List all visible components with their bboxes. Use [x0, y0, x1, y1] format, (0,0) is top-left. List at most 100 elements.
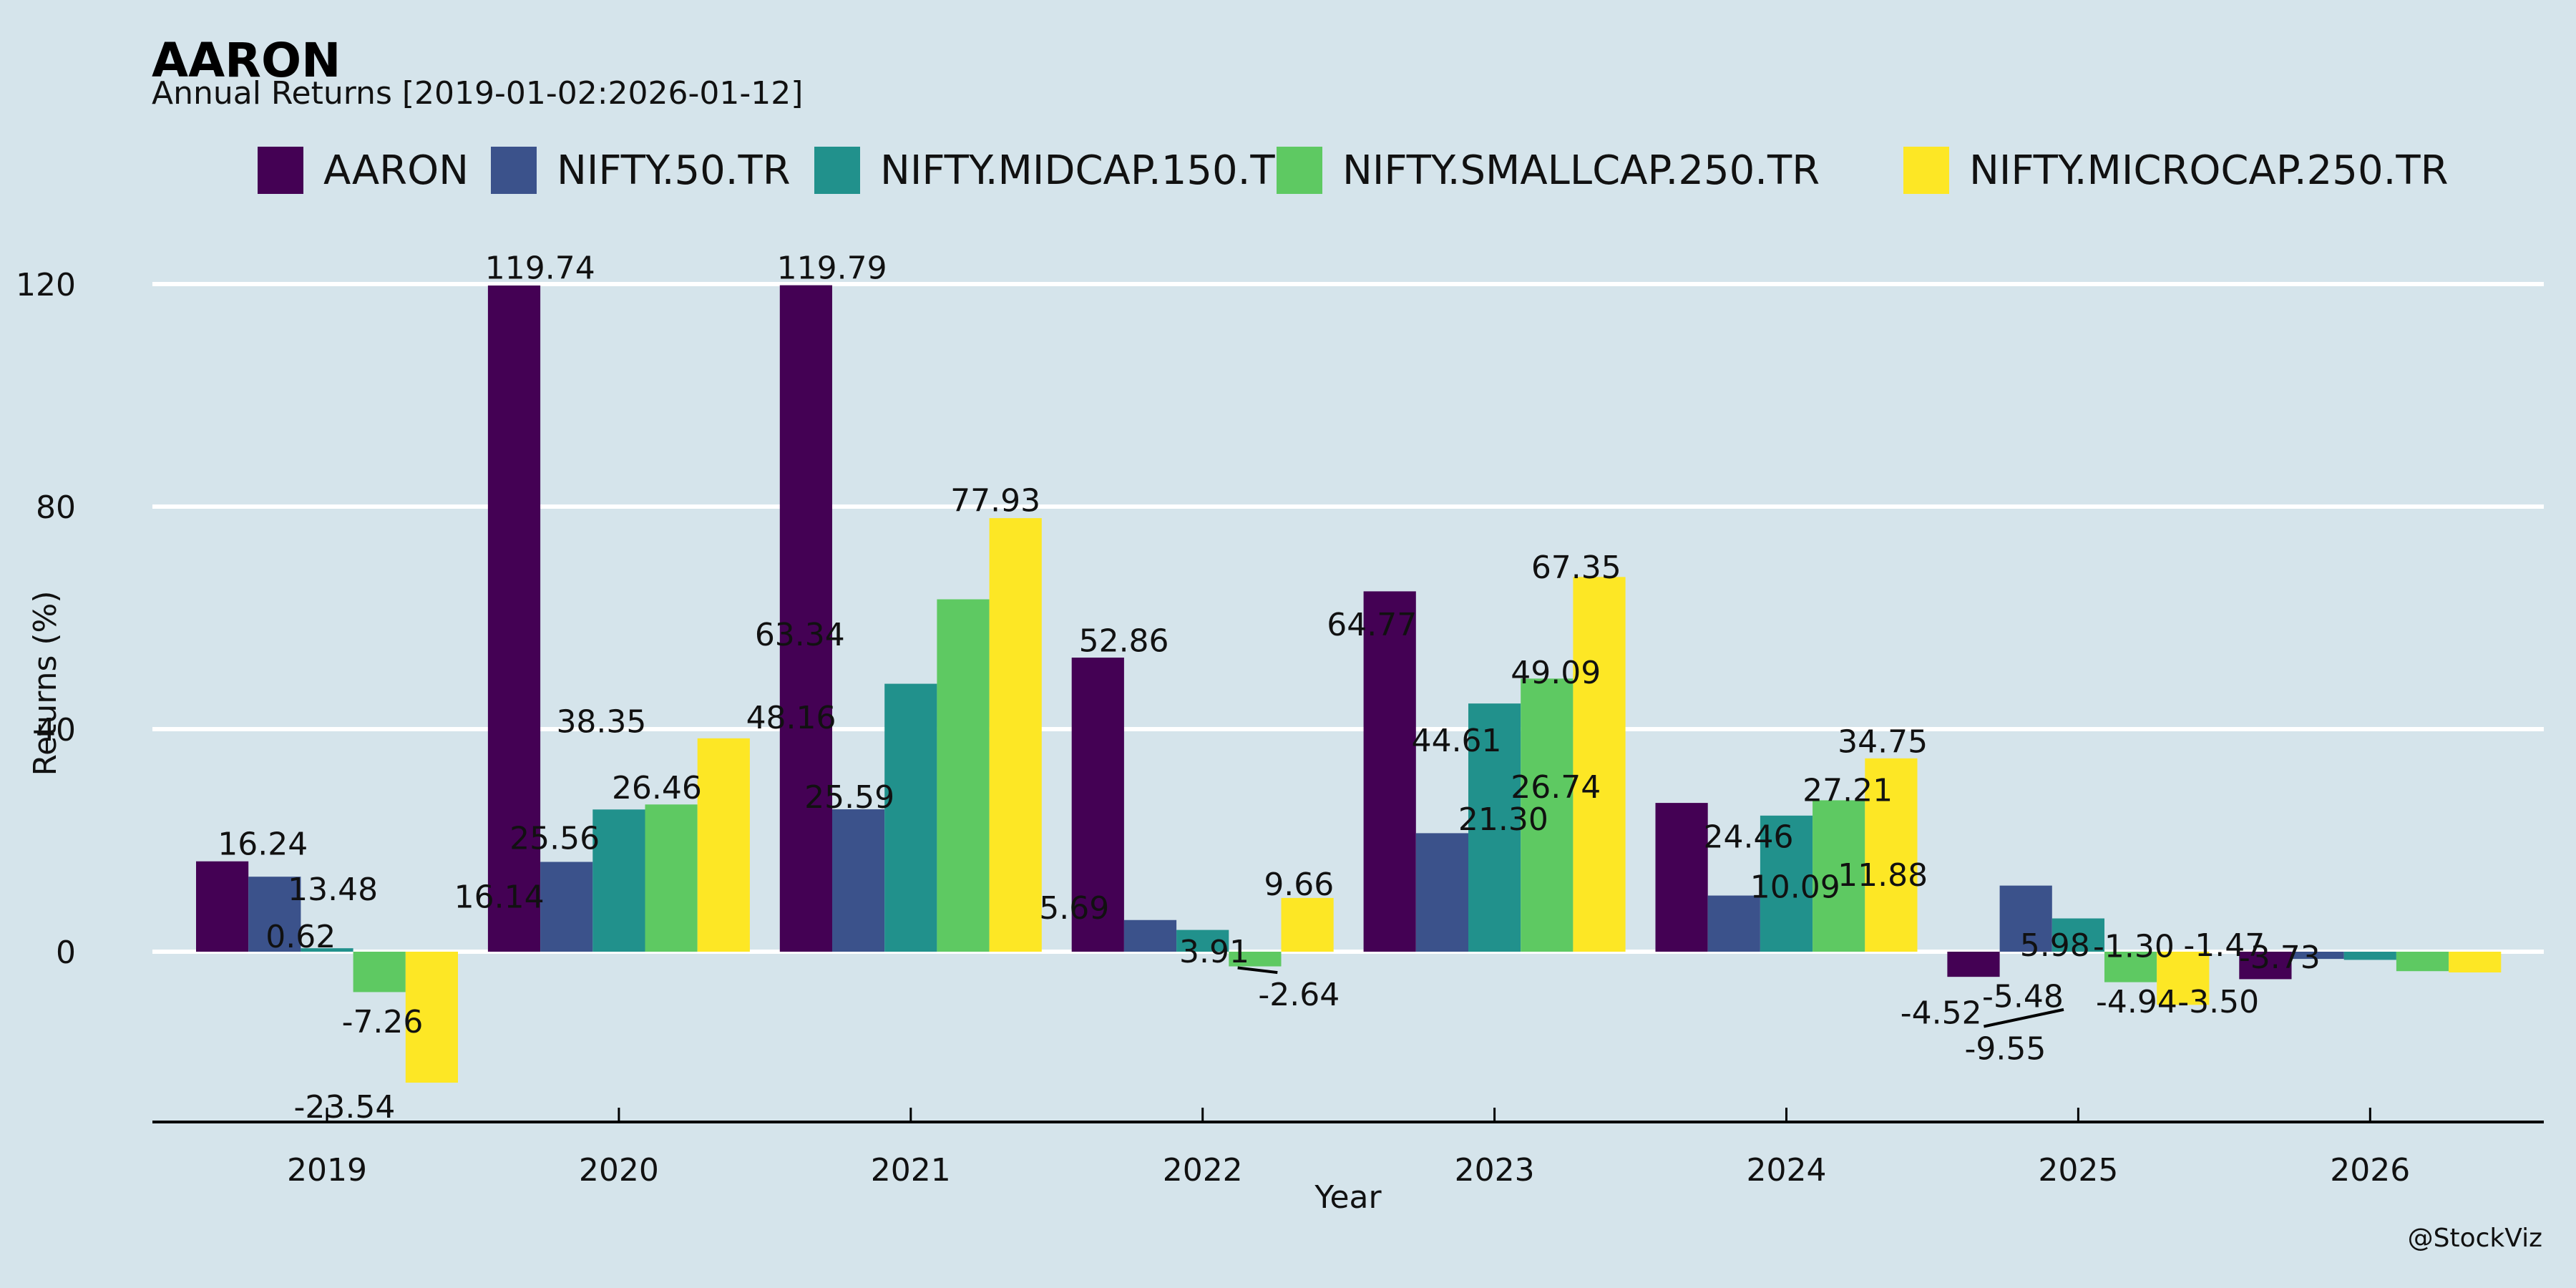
- data-label: 25.56: [509, 821, 600, 857]
- data-label: 11.88: [1838, 857, 1928, 894]
- bar-nifty-smallcap-250-tr-2024: [1813, 800, 1865, 952]
- data-label: -1.47: [2183, 927, 2265, 964]
- data-label: -1.30: [2093, 928, 2175, 965]
- credit-text: @StockViz: [2408, 1224, 2542, 1253]
- data-label: 34.75: [1838, 723, 1928, 760]
- bar-nifty-midcap-150-tr-2022: [1176, 930, 1229, 952]
- bar-aaron-2026: [2239, 952, 2292, 980]
- data-label: 13.48: [288, 872, 378, 908]
- bar-nifty-midcap-150-tr-2020: [592, 809, 645, 952]
- bar-nifty-microcap-250-tr-2025: [2157, 952, 2210, 1005]
- legend-label-nifty-midcap-150-tr: NIFTY.MIDCAP.150.TR: [880, 147, 1303, 194]
- legend-label-nifty-smallcap-250-tr: NIFTY.SMALLCAP.250.TR: [1342, 147, 1820, 194]
- data-label: -3.50: [2177, 984, 2259, 1020]
- y-axis-ticks: 0 40 80 120: [16, 267, 76, 971]
- bar-nifty-midcap-150-tr-2024: [1760, 815, 1813, 952]
- bar-nifty-smallcap-250-tr-2023: [1521, 678, 1574, 952]
- data-label: -5.48: [1982, 978, 2064, 1015]
- data-label: 48.16: [746, 700, 836, 736]
- bar-nifty-midcap-150-tr-2021: [884, 683, 937, 952]
- x-tick-label: 2026: [2330, 1152, 2410, 1189]
- data-label: 26.46: [612, 770, 702, 806]
- legend-swatch-aaron: [258, 147, 303, 194]
- data-label: 0.62: [265, 919, 336, 955]
- data-label: 38.35: [556, 703, 646, 740]
- bar-aaron-2025: [1947, 952, 2000, 977]
- data-label: 119.74: [485, 250, 595, 287]
- x-axis: 2019 2020 2021 2022 2023 2024 2025 2026: [152, 1108, 2544, 1189]
- label-leader-line: [1984, 1008, 2064, 1028]
- bar-nifty-50-tr-2019: [248, 877, 301, 952]
- data-label: 44.61: [1412, 723, 1502, 759]
- data-label: 16.14: [454, 879, 545, 915]
- data-label: 119.79: [777, 250, 887, 287]
- bar-nifty-microcap-250-tr-2021: [989, 518, 1042, 952]
- bar-nifty-50-tr-2020: [540, 862, 593, 952]
- legend-swatch-nifty-microcap-250-tr: [1903, 147, 1949, 194]
- data-label: 21.30: [1458, 801, 1548, 838]
- x-tick-label: 2025: [2038, 1152, 2118, 1189]
- bar-aaron-2024: [1655, 803, 1708, 952]
- y-tick-label: 40: [36, 712, 76, 748]
- bar-nifty-microcap-250-tr-2026: [2449, 952, 2502, 973]
- bars: [196, 285, 2502, 1083]
- bar-aaron-2022: [1071, 658, 1124, 952]
- bar-nifty-midcap-150-tr-2023: [1468, 703, 1521, 952]
- data-label: 27.21: [1802, 773, 1893, 809]
- data-label: 16.24: [218, 826, 308, 862]
- y-tick-label: 80: [36, 489, 76, 526]
- bar-nifty-microcap-250-tr-2019: [405, 952, 458, 1083]
- bar-nifty-50-tr-2023: [1415, 833, 1468, 952]
- x-tick-label: 2020: [579, 1152, 659, 1189]
- bar-nifty-smallcap-250-tr-2025: [2104, 952, 2157, 982]
- legend-label-nifty-50-tr: NIFTY.50.TR: [557, 147, 791, 194]
- bar-nifty-50-tr-2026: [2291, 952, 2344, 960]
- bar-aaron-2023: [1363, 591, 1416, 952]
- y-axis-label: Returns (%): [27, 590, 64, 776]
- bar-nifty-microcap-250-tr-2023: [1573, 577, 1626, 952]
- bar-nifty-smallcap-250-tr-2026: [2396, 952, 2449, 972]
- bar-nifty-smallcap-250-tr-2022: [1229, 952, 1282, 967]
- data-label: -9.55: [1964, 1031, 2046, 1068]
- bar-nifty-midcap-150-tr-2026: [2343, 952, 2396, 960]
- data-label: 26.74: [1511, 769, 1601, 806]
- x-tick-label: 2024: [1747, 1152, 1827, 1189]
- data-label: 5.98: [2020, 927, 2090, 964]
- legend-swatch-nifty-50-tr: [491, 147, 537, 194]
- legend-swatch-nifty-midcap-150-tr: [814, 147, 860, 194]
- legend-swatch-nifty-smallcap-250-tr: [1277, 147, 1322, 194]
- bar-nifty-smallcap-250-tr-2021: [937, 599, 990, 952]
- chart-subtitle: Annual Returns [2019-01-02:2026-01-12]: [152, 75, 803, 112]
- data-label: 63.34: [755, 617, 845, 653]
- bar-nifty-50-tr-2025: [1999, 885, 2052, 952]
- data-label: -4.52: [1901, 995, 1982, 1032]
- x-tick-label: 2023: [1455, 1152, 1535, 1189]
- bar-nifty-smallcap-250-tr-2020: [645, 804, 698, 952]
- data-label: -7.26: [342, 1004, 424, 1040]
- bar-nifty-50-tr-2021: [832, 809, 885, 952]
- x-tick-label: 2019: [287, 1152, 367, 1189]
- data-label: 77.93: [950, 483, 1040, 519]
- data-label: 3.91: [1179, 934, 1249, 970]
- data-label: 67.35: [1531, 550, 1621, 586]
- data-label: 49.09: [1511, 655, 1601, 691]
- bar-nifty-microcap-250-tr-2024: [1865, 758, 1918, 952]
- data-label: 24.46: [1703, 819, 1793, 855]
- bar-nifty-midcap-150-tr-2019: [301, 948, 353, 952]
- bar-nifty-microcap-250-tr-2022: [1281, 897, 1334, 952]
- bar-nifty-midcap-150-tr-2025: [2051, 918, 2104, 952]
- data-label: 10.09: [1750, 869, 1840, 905]
- legend-label-aaron: AARON: [323, 147, 469, 194]
- bar-nifty-50-tr-2022: [1123, 919, 1177, 952]
- bar-nifty-smallcap-250-tr-2019: [353, 952, 406, 992]
- data-label: 5.69: [1039, 890, 1109, 927]
- x-axis-label: Year: [1314, 1179, 1382, 1216]
- data-labels: 16.24 13.48 0.62 -7.26 -23.54 119.74 16.14 25.5…: [218, 250, 2321, 1126]
- bar-aaron-2020: [487, 286, 541, 952]
- bar-aaron-2021: [779, 285, 832, 952]
- data-label: 52.86: [1079, 623, 1169, 660]
- data-label: -3.73: [2239, 940, 2321, 976]
- bar-aaron-2019: [196, 861, 249, 952]
- data-label: 25.59: [804, 779, 894, 816]
